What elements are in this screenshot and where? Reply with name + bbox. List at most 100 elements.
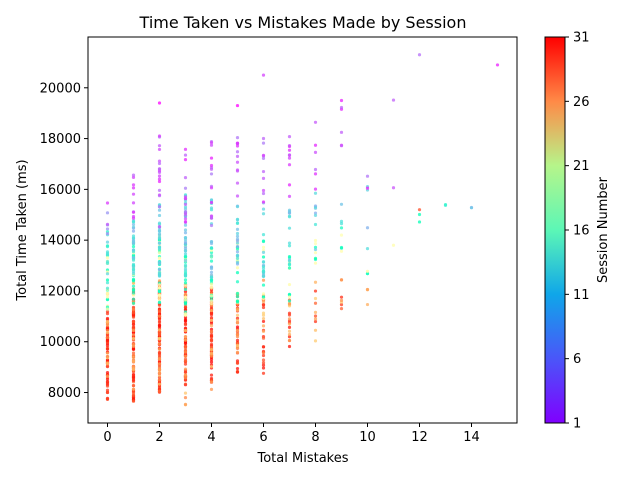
scatter-point (157, 177, 162, 181)
scatter-point (365, 302, 370, 307)
scatter-point (287, 163, 292, 167)
scatter-point (183, 220, 188, 224)
scatter-point (339, 130, 344, 134)
scatter-point (339, 303, 344, 307)
scatter-point (235, 144, 240, 148)
scatter-point (157, 314, 162, 318)
y-tick-label: 20000 (40, 81, 81, 96)
scatter-point (209, 345, 214, 349)
scatter-point (183, 254, 188, 258)
scatter-point (209, 329, 214, 334)
colorbar-label: Session Number (596, 176, 611, 283)
scatter-points (105, 53, 500, 407)
scatter-point (157, 159, 162, 163)
scatter-point (235, 318, 240, 322)
scatter-point (183, 217, 188, 221)
scatter-point (235, 168, 240, 172)
scatter-point (157, 208, 162, 212)
scatter-point (235, 154, 240, 158)
scatter-point (287, 262, 292, 266)
scatter-point (235, 234, 240, 238)
scatter-point (131, 288, 136, 293)
scatter-point (313, 310, 318, 314)
scatter-point (131, 262, 136, 266)
scatter-point (157, 251, 162, 255)
scatter-point (105, 364, 110, 368)
scatter-point (261, 353, 266, 358)
scatter-point (261, 153, 266, 157)
scatter-point (209, 380, 214, 384)
scatter-point (105, 250, 110, 254)
scatter-point (105, 397, 110, 401)
scatter-point (131, 297, 136, 301)
scatter-point (209, 299, 214, 303)
scatter-point (209, 301, 214, 306)
scatter-point (209, 364, 214, 369)
scatter-point (131, 336, 136, 341)
scatter-point (417, 53, 422, 57)
y-tick-label: 18000 (40, 132, 81, 147)
scatter-point (105, 338, 110, 342)
scatter-point (209, 172, 214, 176)
scatter-point (287, 325, 292, 329)
scatter-point (261, 266, 266, 271)
colorbar-tick-label: 6 (573, 352, 581, 367)
scatter-point (261, 313, 266, 317)
scatter-point (235, 160, 240, 164)
scatter-point (131, 368, 136, 372)
scatter-point (131, 311, 136, 315)
scatter-point (105, 307, 110, 311)
scatter-point (157, 279, 162, 283)
scatter-point (157, 271, 162, 276)
scatter-point (261, 233, 266, 237)
scatter-point (157, 225, 162, 229)
scatter-point (131, 320, 136, 324)
scatter-point (235, 241, 240, 245)
x-axis-ticks: 0 2 4 6 8 10 12 14 (103, 423, 480, 445)
scatter-point (183, 223, 188, 227)
scatter-point (105, 344, 110, 348)
scatter-point (339, 249, 344, 253)
scatter-point (131, 175, 136, 179)
scatter-point (339, 298, 344, 302)
scatter-point (261, 141, 266, 145)
scatter-point (287, 317, 292, 321)
scatter-point (235, 307, 240, 311)
scatter-point (209, 143, 214, 147)
scatter-point (313, 143, 318, 147)
scatter-point (105, 295, 110, 299)
y-axis-label: Total Time Taken (ms) (15, 159, 30, 301)
scatter-point (183, 259, 188, 263)
scatter-point (313, 245, 318, 249)
scatter-point (235, 227, 240, 232)
scatter-point (105, 286, 110, 290)
scatter-point (131, 375, 136, 379)
scatter-point (209, 321, 214, 325)
scatter-point (105, 347, 110, 351)
scatter-point (261, 169, 266, 174)
x-tick-label: 10 (359, 430, 376, 445)
scatter-point (313, 172, 318, 176)
scatter-point (105, 320, 110, 324)
scatter-point (417, 208, 422, 212)
scatter-point (261, 305, 266, 310)
scatter-point (157, 261, 162, 265)
scatter-point (313, 247, 318, 252)
scatter-point (235, 338, 240, 342)
scatter-point (105, 245, 110, 249)
scatter-point (261, 239, 266, 244)
x-tick-label: 0 (103, 430, 111, 445)
scatter-point (287, 338, 292, 343)
scatter-point (131, 220, 136, 224)
scatter-point (157, 134, 162, 138)
scatter-point (287, 156, 292, 160)
scatter-point (209, 156, 214, 160)
scatter-point (287, 299, 292, 303)
scatter-point (287, 194, 292, 198)
scatter-point (261, 336, 266, 340)
scatter-point (261, 245, 266, 249)
scatter-point (131, 344, 136, 349)
scatter-point (261, 351, 266, 355)
scatter-point (183, 287, 188, 291)
scatter-point (157, 147, 162, 152)
